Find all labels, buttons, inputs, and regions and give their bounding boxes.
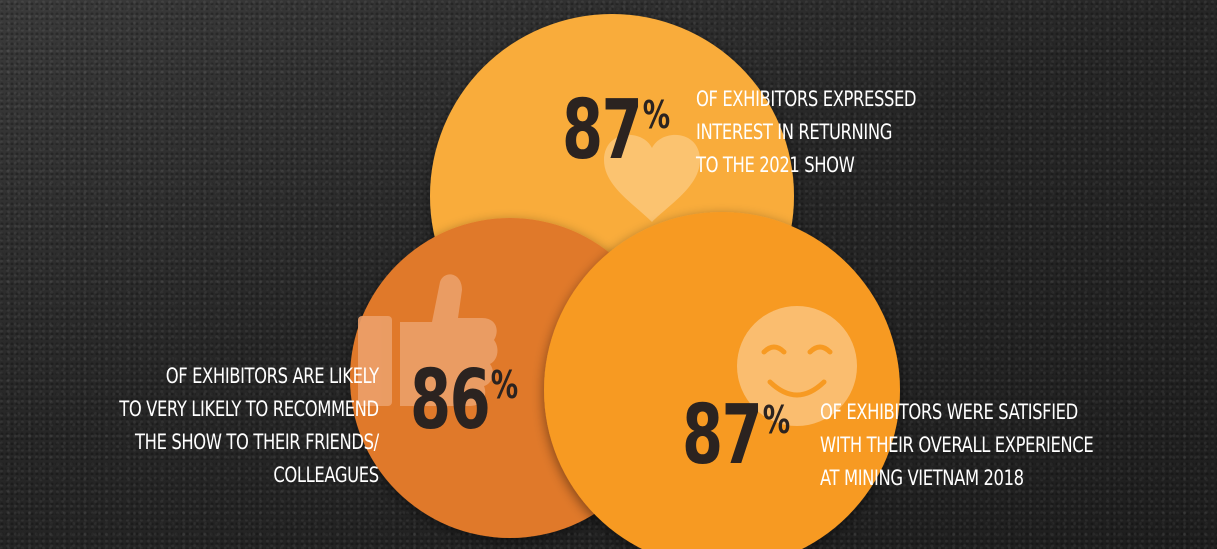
returning-description: OF EXHIBITORS EXPRESSED INTEREST IN RETU… — [696, 83, 917, 182]
returning-line-1: OF EXHIBITORS EXPRESSED — [696, 87, 917, 111]
smiley-face-icon — [737, 306, 857, 426]
recommend-percentage: 86% — [410, 360, 518, 442]
satisfied-number: 87 — [682, 388, 763, 483]
satisfied-line-3: AT MINING VIETNAM 2018 — [820, 466, 1024, 490]
satisfied-percentage: 87% — [682, 395, 790, 477]
recommend-number: 86 — [410, 353, 491, 448]
recommend-percent-sign: % — [490, 363, 519, 407]
recommend-line-3: THE SHOW TO THEIR FRIENDS/ — [135, 430, 379, 454]
returning-number: 87 — [562, 83, 643, 178]
returning-percentage: 87% — [562, 90, 670, 172]
heart-icon — [604, 134, 700, 222]
returning-line-3: TO THE 2021 SHOW — [696, 153, 855, 177]
thumbs-up-icon — [358, 274, 498, 406]
satisfied-percent-sign: % — [762, 398, 791, 442]
satisfied-line-2: WITH THEIR OVERALL EXPERIENCE — [820, 433, 1094, 457]
right-circle — [544, 212, 900, 549]
returning-percent-sign: % — [642, 93, 671, 137]
recommend-description: OF EXHIBITORS ARE LIKELY TO VERY LIKELY … — [119, 360, 379, 492]
recommend-line-1: OF EXHIBITORS ARE LIKELY — [166, 364, 379, 388]
recommend-line-4: COLLEAGUES — [273, 463, 380, 487]
satisfied-line-1: OF EXHIBITORS WERE SATISFIED — [820, 400, 1078, 424]
recommend-line-2: TO VERY LIKELY TO RECOMMEND — [119, 397, 379, 421]
returning-line-2: INTEREST IN RETURNING — [696, 120, 893, 144]
satisfied-description: OF EXHIBITORS WERE SATISFIED WITH THEIR … — [820, 396, 1094, 495]
